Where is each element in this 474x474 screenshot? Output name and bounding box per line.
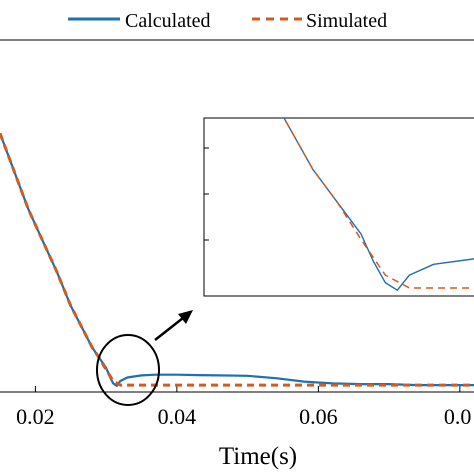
inset-series-line-simulated bbox=[283, 118, 474, 289]
inset-lines bbox=[283, 118, 474, 291]
zoom-arrow-line bbox=[154, 317, 184, 341]
zoom-arrow-head bbox=[178, 310, 193, 324]
x-tick-label: 0.0 bbox=[444, 404, 472, 429]
legend-label-simulated: Simulated bbox=[306, 10, 387, 32]
x-tick-label: 0.06 bbox=[299, 404, 338, 429]
legend: Calculated Simulated bbox=[68, 10, 387, 32]
x-tick-label: 0.04 bbox=[158, 404, 197, 429]
zoom-circle bbox=[96, 334, 160, 406]
legend-label-calculated: Calculated bbox=[125, 10, 211, 32]
inset-frame bbox=[203, 117, 474, 297]
x-axis-label: Time(s) bbox=[219, 443, 297, 470]
x-ticks: 0.02 0.04 0.06 0.0 bbox=[16, 386, 471, 429]
x-tick-label: 0.02 bbox=[16, 404, 55, 429]
inset-plot bbox=[203, 117, 474, 297]
inset-y-ticks bbox=[204, 147, 209, 241]
inset-series-line-calculated bbox=[283, 118, 474, 291]
